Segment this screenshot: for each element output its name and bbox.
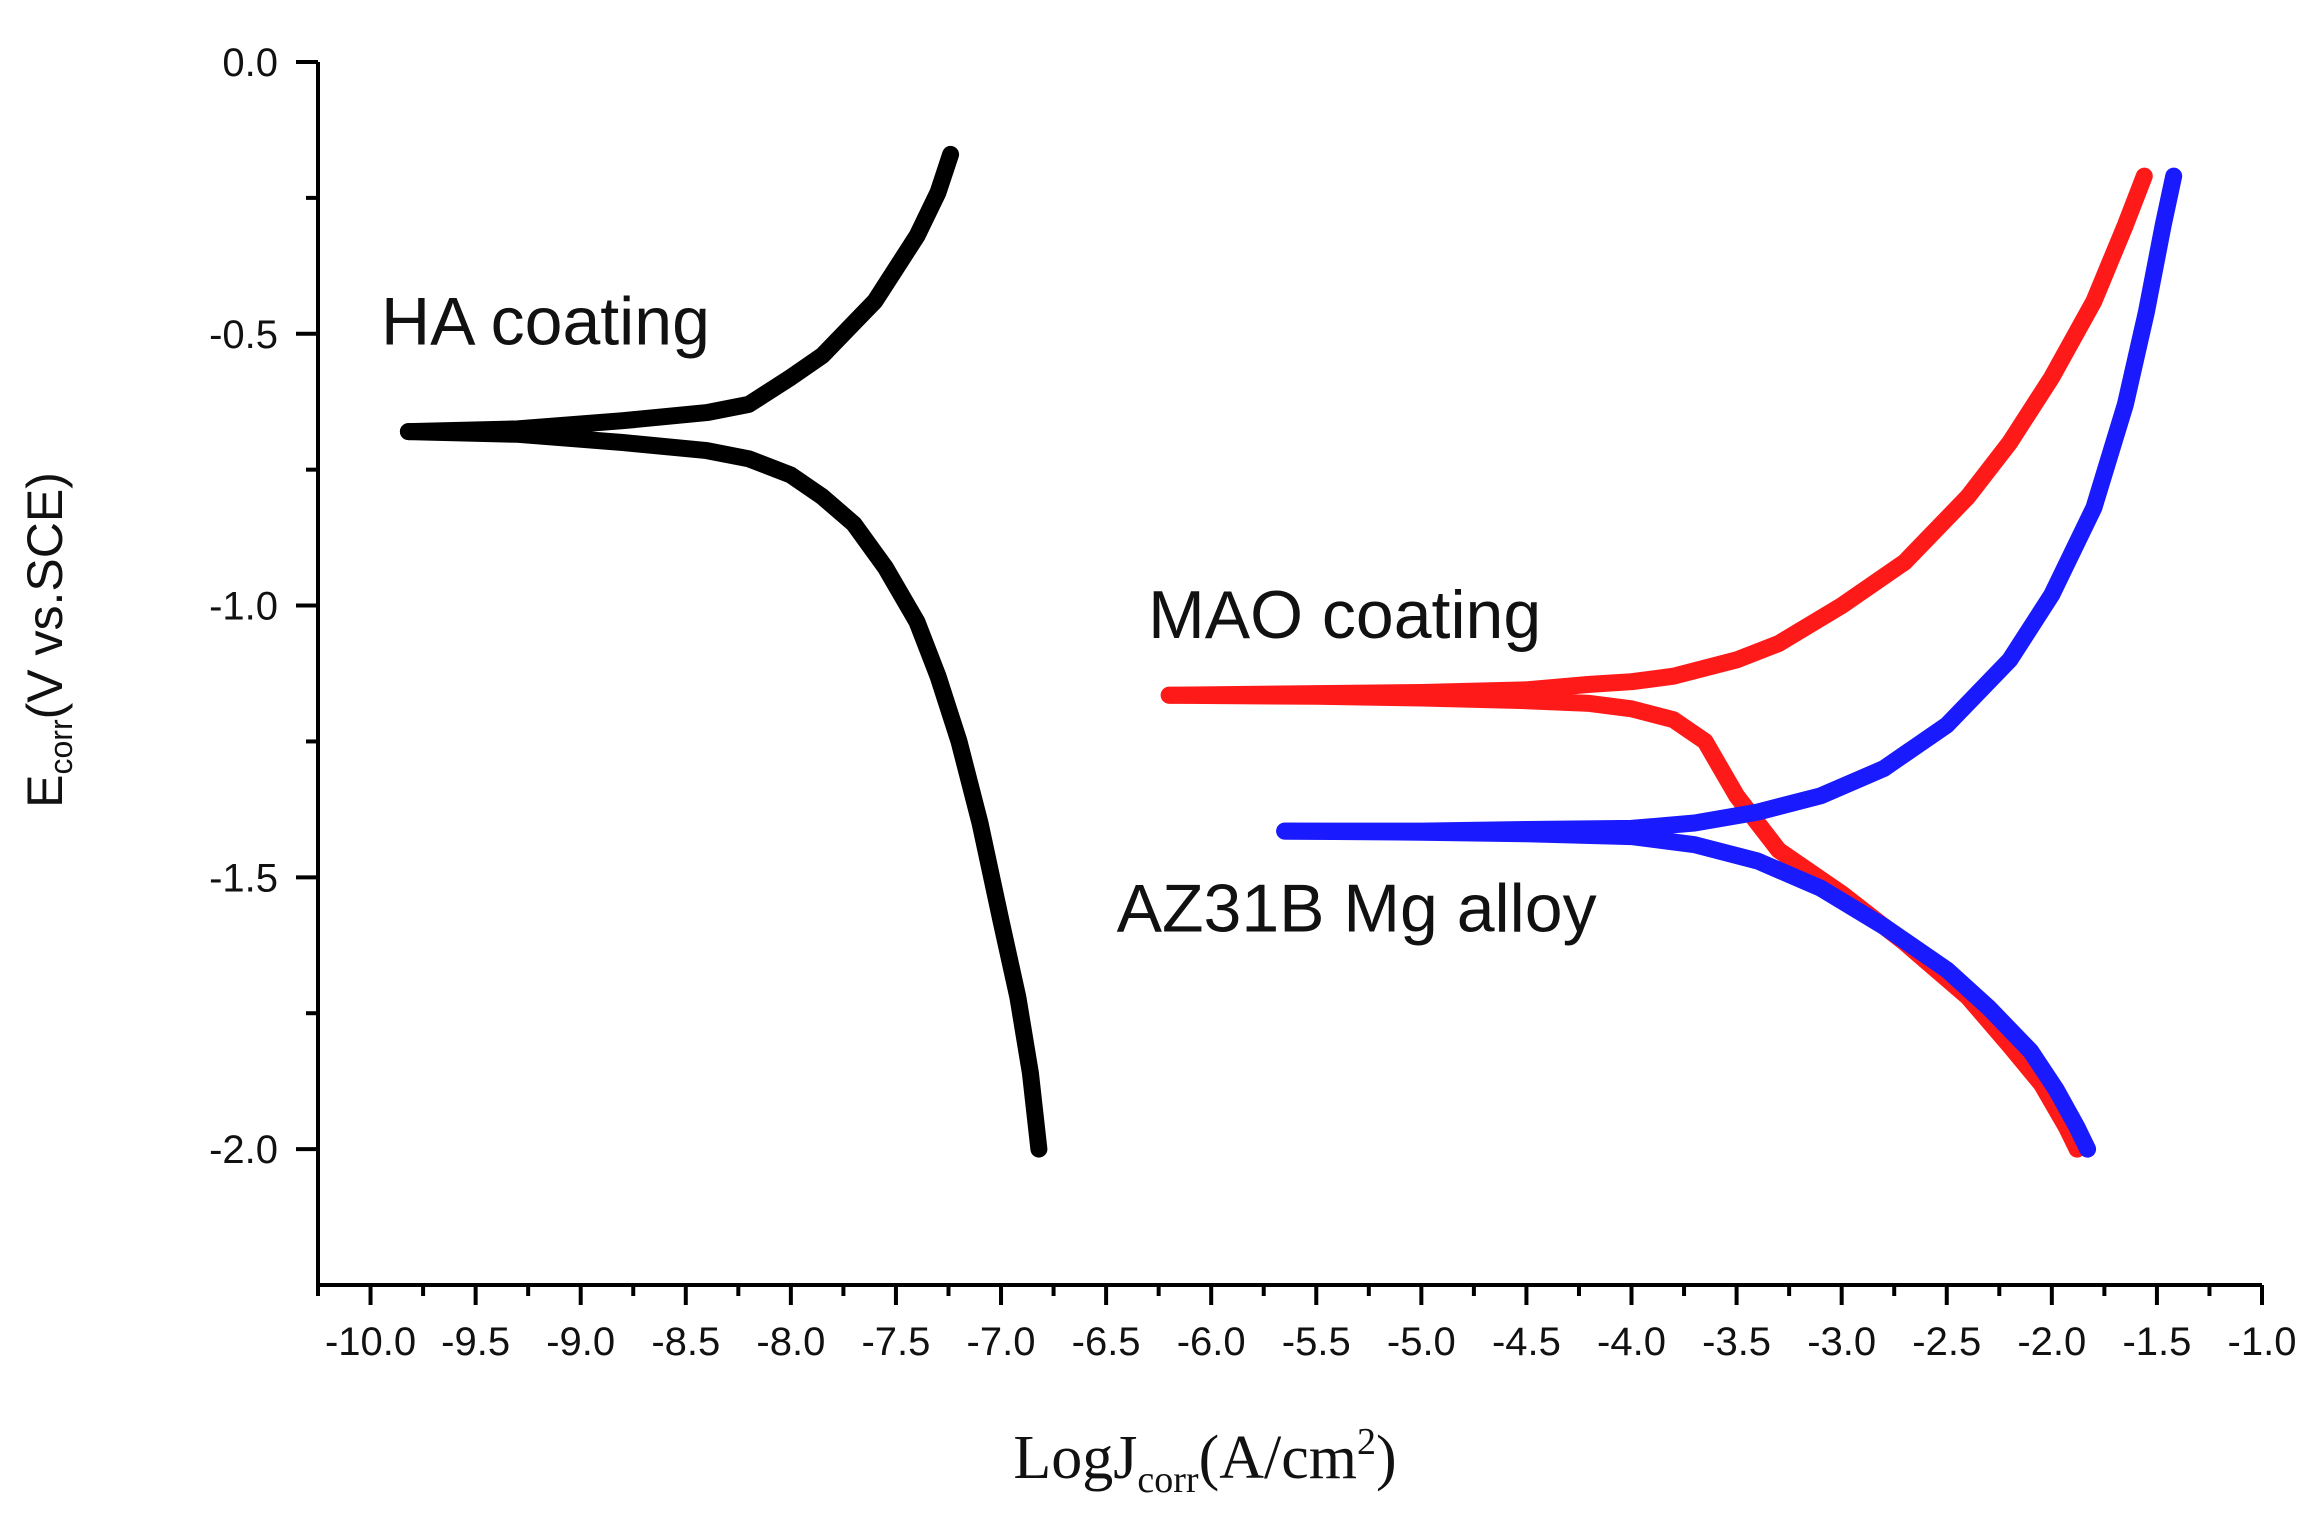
anodic-branch-line [399,145,960,441]
y-axis-title-main: E [17,775,73,808]
series-1 [1160,167,2153,1158]
anodic-branch-line [1276,167,2183,840]
x-tick-label: -3.0 [1807,1320,1876,1364]
y-tick-label: -0.5 [209,313,278,357]
cathodic-branch-line [1276,822,2097,1158]
cathodic-branch-line [1160,686,2086,1158]
y-tick-label: -1.0 [209,585,278,629]
x-tick-label: -1.5 [2122,1320,2191,1364]
x-tick-label: -5.0 [1387,1320,1456,1364]
x-tick-label: -8.0 [756,1320,825,1364]
series-annotation: HA coating [381,284,710,360]
x-tick-label: -2.5 [1912,1320,1981,1364]
x-tick-label: -6.0 [1177,1320,1246,1364]
series-2 [1276,167,2183,1158]
x-axis-title-superscript: 2 [1357,1421,1376,1463]
x-tick-label: -6.5 [1072,1320,1141,1364]
y-tick-label: 0.0 [222,41,278,85]
series-0 [399,145,1048,1158]
x-tick-label: -10.0 [325,1320,416,1364]
x-tick-label: -1.0 [2228,1320,2297,1364]
series-layer [399,145,2183,1158]
y-axis-title: Ecorr(V vs.SCE) [17,472,79,808]
x-tick-label: -8.5 [651,1320,720,1364]
x-tick-label: -7.5 [861,1320,930,1364]
x-tick-label: -9.5 [441,1320,510,1364]
x-axis-title-prefix: LogJ [1013,1424,1137,1492]
x-tick-label: -4.0 [1597,1320,1666,1364]
y-tick-label: -2.0 [209,1128,278,1172]
x-axis-title-unit-open: (A/cm [1199,1424,1357,1492]
y-axis-title-unit: (V vs.SCE) [17,472,73,719]
series-annotation: MAO coating [1148,577,1541,653]
y-ticks: 0.0 -0.5 -1.0 -1.5 -2.0 [209,41,318,1172]
series-annotation: AZ31B Mg alloy [1117,871,1597,947]
x-tick-label: -5.5 [1282,1320,1351,1364]
y-tick-label: -1.5 [209,856,278,900]
x-ticks: -10.0 -9.5 -9.0 -8.5 -8.0 -7.5 -7.0 -6.5 -6.0 -5.… [316,1285,2297,1364]
y-axis-title-subscript: corr [43,719,79,774]
x-tick-label: -4.5 [1492,1320,1561,1364]
axes [316,62,2262,1287]
x-axis-title-subscript: corr [1137,1459,1199,1501]
x-tick-label: -9.0 [546,1320,615,1364]
x-tick-label: -7.0 [967,1320,1036,1364]
anodic-branch-line [1160,167,2153,704]
x-axis-title: LogJcorr(A/cm2) [1013,1421,1396,1501]
cathodic-branch-line [399,423,1048,1158]
annotation-layer: HA coating MAO coating AZ31B Mg alloy [381,284,1597,947]
x-tick-label: -2.0 [2017,1320,2086,1364]
x-tick-label: -3.5 [1702,1320,1771,1364]
x-axis-title-unit-close: ) [1376,1424,1397,1492]
